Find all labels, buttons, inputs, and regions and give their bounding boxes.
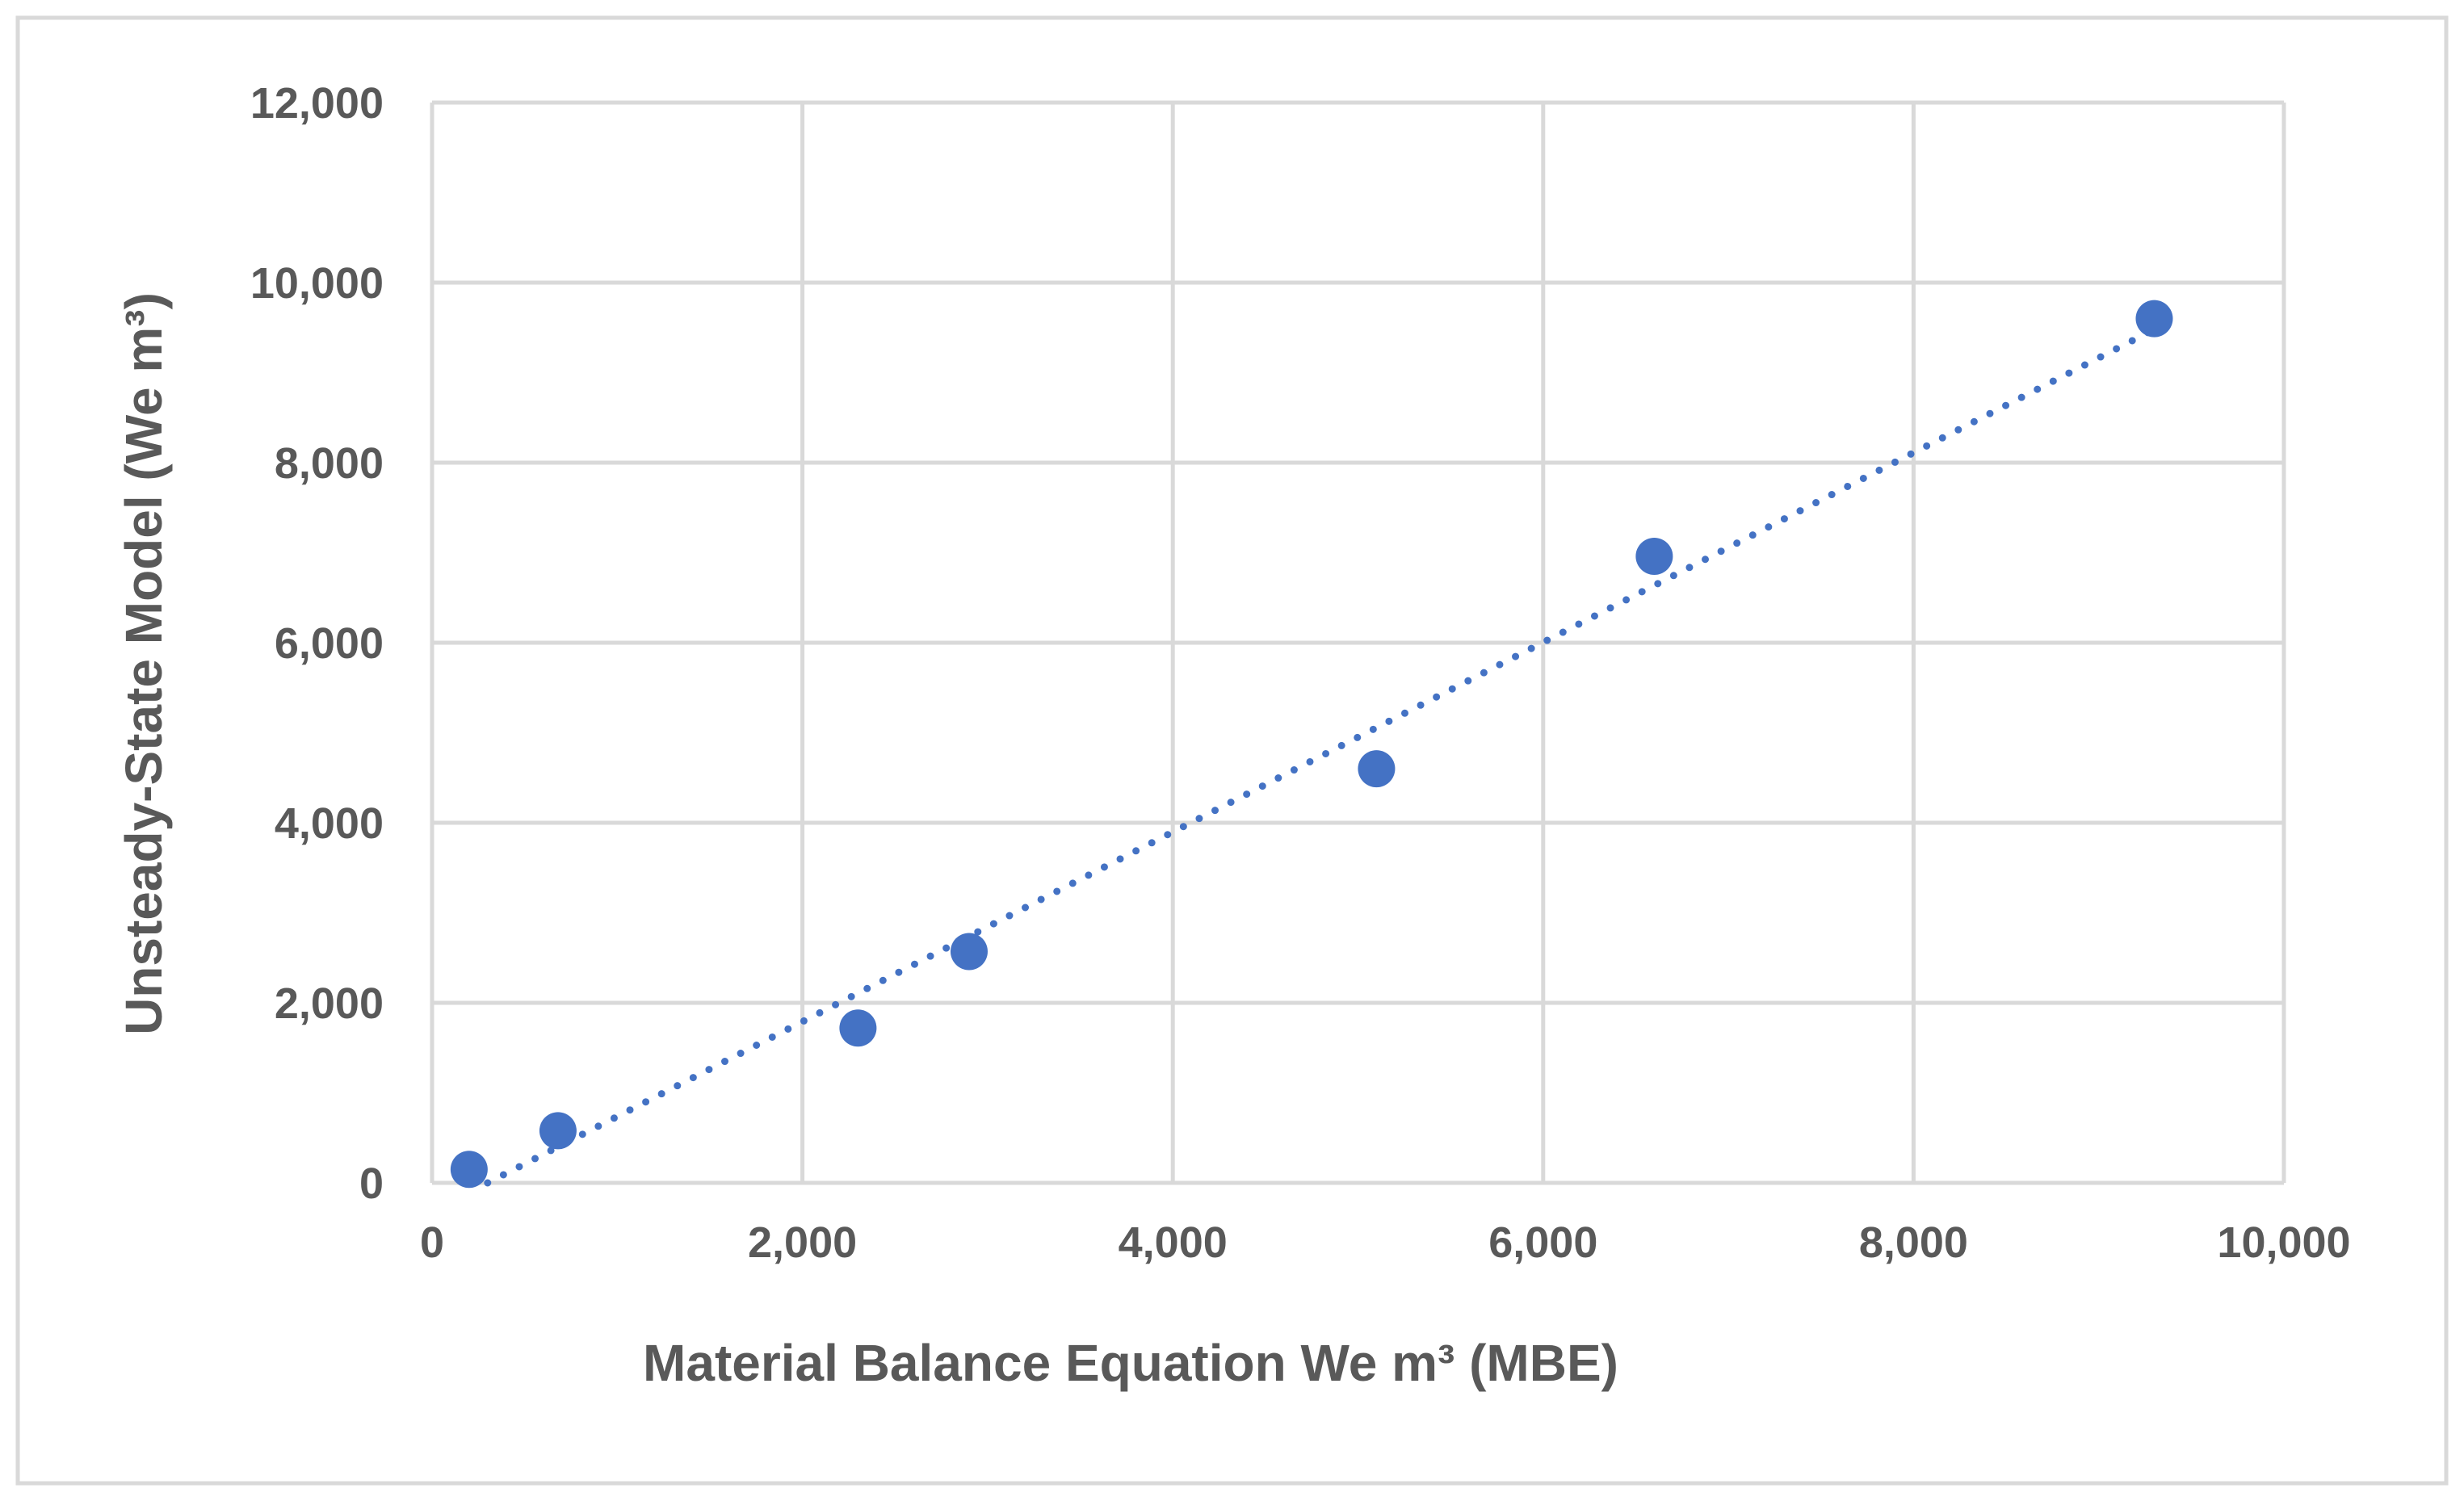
data-point (1635, 537, 1673, 575)
chart-border (15, 15, 2449, 1486)
data-point (839, 1009, 877, 1047)
trendline-group (484, 325, 2158, 1187)
data-points (450, 300, 2173, 1189)
data-point (450, 1151, 488, 1189)
x-tick-label: 4,000 (1119, 1218, 1228, 1267)
trendline (484, 325, 2158, 1187)
x-tick-label: 2,000 (748, 1218, 857, 1267)
data-point (539, 1112, 577, 1150)
y-tick-label: 0 (359, 1159, 384, 1208)
x-tick-labels: 0 2,000 4,000 6,000 8,000 10,000 (420, 1218, 2351, 1267)
y-tick-label: 10,000 (250, 259, 384, 308)
x-tick-label: 10,000 (2217, 1218, 2350, 1267)
data-point (1358, 750, 1396, 788)
y-tick-label: 12,000 (250, 79, 384, 128)
y-tick-label: 6,000 (275, 619, 384, 668)
x-tick-label: 6,000 (1488, 1218, 1597, 1267)
gridlines (430, 100, 2286, 1185)
y-tick-labels: 0 2,000 4,000 6,000 8,000 10,000 12,000 (250, 79, 384, 1208)
x-tick-label: 0 (420, 1218, 444, 1267)
data-point (2135, 300, 2173, 338)
y-tick-label: 8,000 (275, 439, 384, 488)
data-point (950, 933, 988, 971)
y-tick-label: 2,000 (275, 979, 384, 1028)
x-tick-label: 8,000 (1859, 1218, 1968, 1267)
y-tick-label: 4,000 (275, 799, 384, 848)
x-axis-title: Material Balance Equation We m³ (MBE) (643, 1334, 1618, 1392)
y-axis-title: Unsteady-State Model (We m³) (115, 292, 173, 1035)
